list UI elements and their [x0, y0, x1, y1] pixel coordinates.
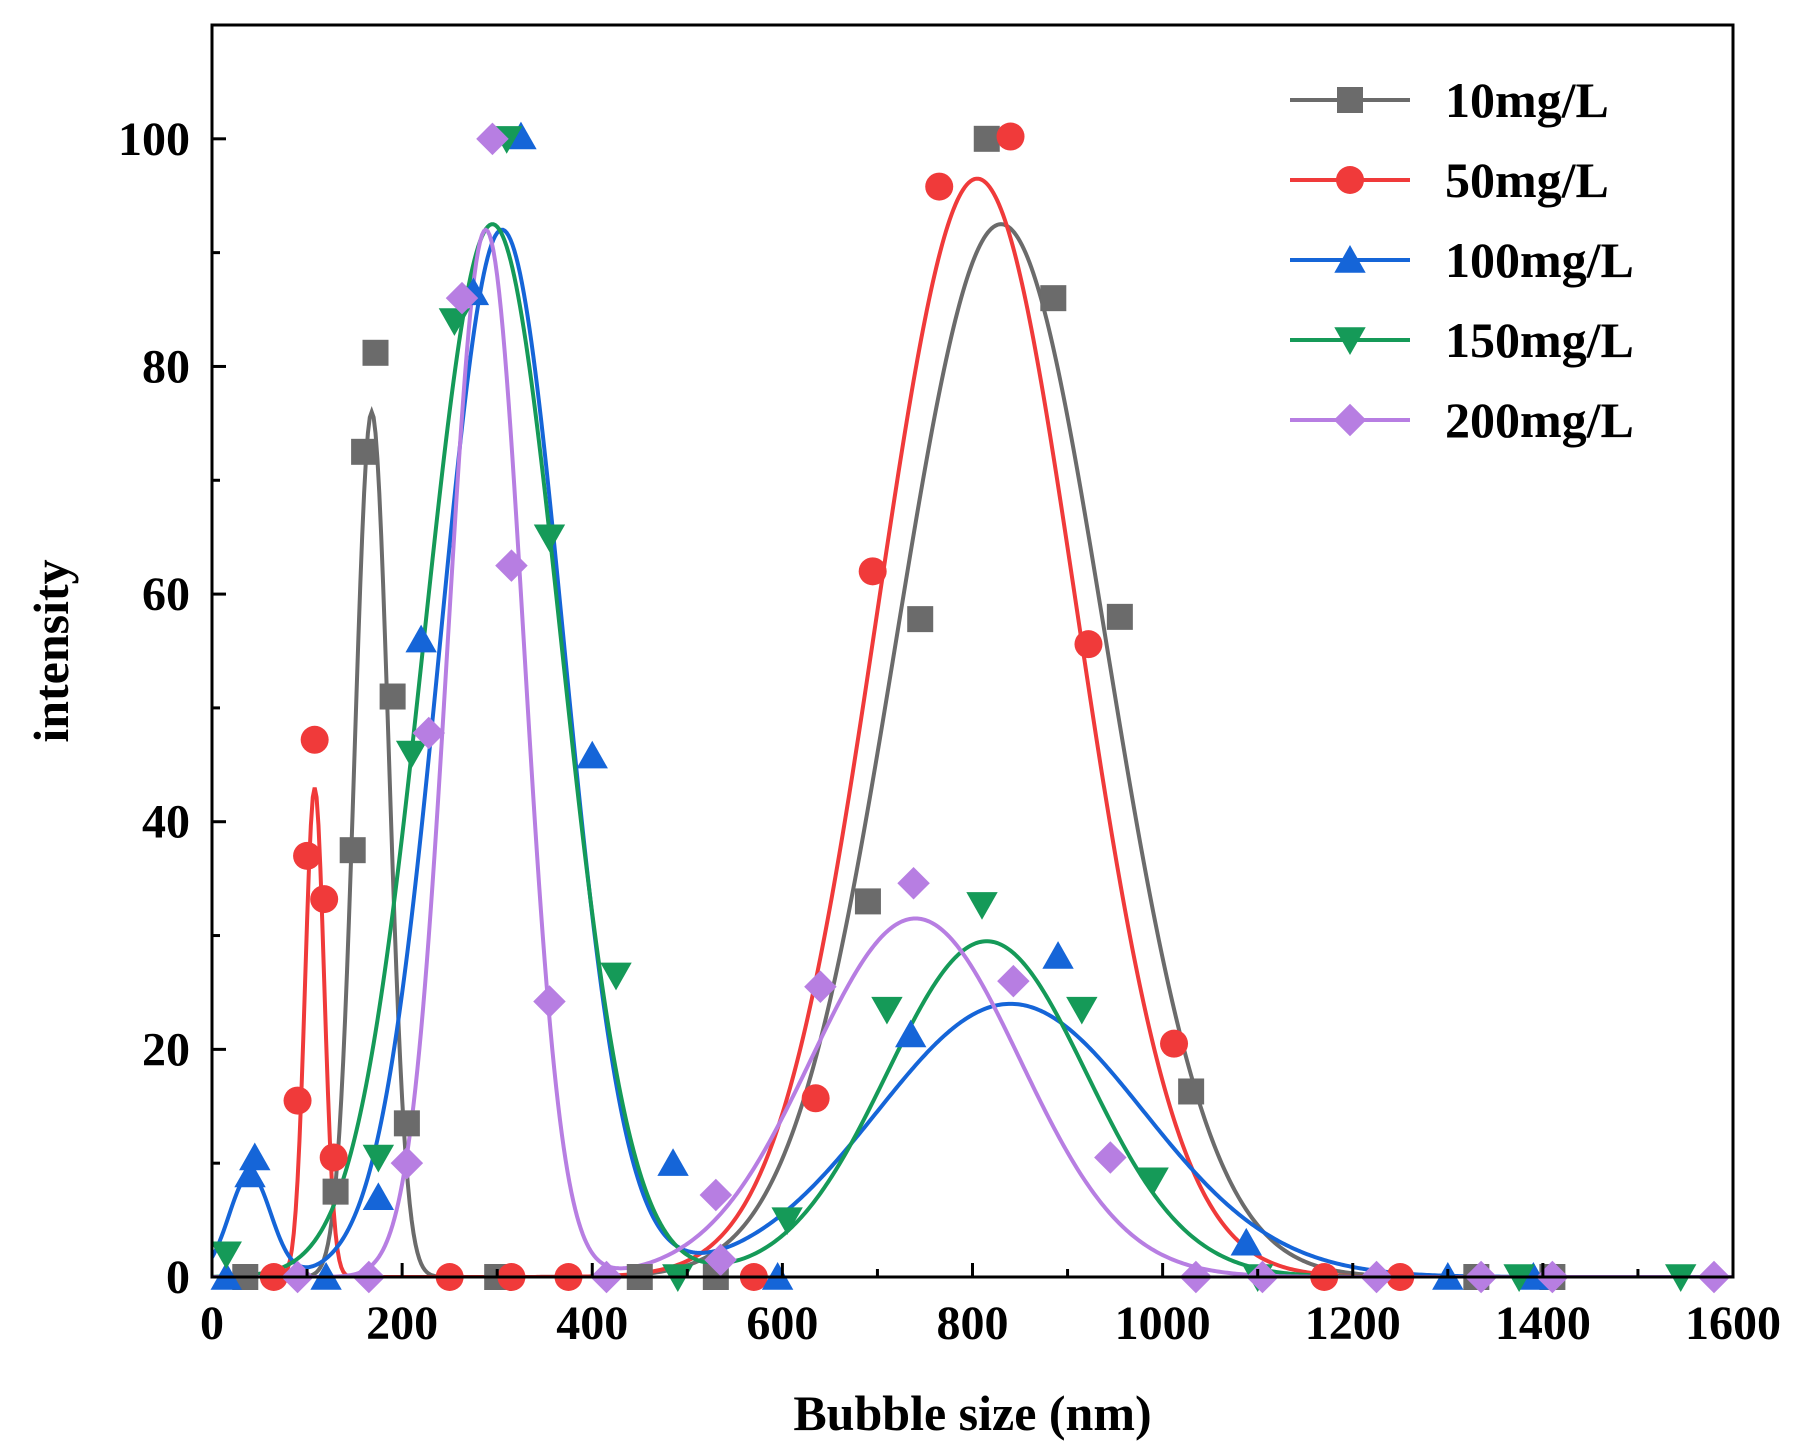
x-axis-title: Bubble size (nm)	[793, 1385, 1151, 1441]
data-point-10mgl-2	[339, 837, 366, 864]
data-point-200mgl-6	[495, 549, 528, 582]
data-point-200mgl-5	[476, 122, 509, 156]
legend-label-100mgl: 100mg/L	[1445, 232, 1634, 288]
y-tick-label-0: 0	[166, 1251, 190, 1304]
y-tick-label-20: 20	[142, 1023, 190, 1076]
data-point-10mgl-13	[1040, 285, 1067, 312]
data-point-100mgl-1	[234, 1159, 266, 1188]
data-point-10mgl-10	[854, 888, 881, 915]
y-tick-label-60: 60	[142, 568, 190, 621]
data-markers	[210, 121, 1731, 1294]
data-point-10mgl-11	[907, 606, 934, 633]
data-point-50mgl-13	[996, 122, 1025, 151]
data-point-50mgl-10	[801, 1084, 830, 1113]
data-point-10mgl-5	[379, 683, 406, 710]
data-point-200mgl-2	[390, 1146, 424, 1180]
data-point-200mgl-10	[704, 1243, 737, 1277]
legend-label-50mgl: 50mg/L	[1445, 152, 1609, 208]
x-tick-label-1000: 1000	[1115, 1297, 1211, 1350]
data-point-10mgl-3	[351, 438, 378, 465]
y-tick-label-100: 100	[118, 113, 190, 166]
y-tick-label-80: 80	[142, 340, 190, 393]
data-point-50mgl-15	[1160, 1029, 1189, 1058]
legend-label-200mgl: 200mg/L	[1445, 392, 1634, 448]
legend-marker-150mgl	[1334, 327, 1366, 355]
data-point-10mgl-6	[393, 1110, 420, 1137]
x-tick-label-1400: 1400	[1495, 1297, 1591, 1350]
data-point-100mgl-5	[405, 624, 437, 653]
data-point-200mgl-3	[412, 716, 445, 750]
legend-marker-200mgl	[1333, 403, 1367, 437]
data-point-200mgl-7	[533, 985, 566, 1018]
data-point-100mgl-11	[895, 1019, 927, 1048]
data-point-200mgl-12	[897, 866, 930, 900]
data-point-100mgl-2	[239, 1142, 271, 1171]
data-point-200mgl-13	[997, 964, 1030, 998]
x-tick-label-600: 600	[746, 1297, 818, 1350]
x-tick-label-800: 800	[937, 1297, 1009, 1350]
legend-marker-50mgl	[1336, 166, 1364, 194]
data-point-100mgl-13	[1230, 1227, 1262, 1256]
data-point-50mgl-14	[1074, 630, 1103, 659]
data-point-150mgl-11	[1066, 996, 1098, 1025]
data-point-10mgl-15	[1178, 1078, 1205, 1105]
data-point-150mgl-5	[533, 524, 566, 553]
data-point-150mgl-9	[871, 996, 903, 1025]
data-point-150mgl-1	[362, 1144, 395, 1173]
x-tick-label-200: 200	[366, 1297, 438, 1350]
data-point-100mgl-12	[1042, 941, 1074, 969]
data-point-150mgl-10	[966, 892, 998, 920]
data-point-150mgl-0	[210, 1241, 242, 1270]
data-point-100mgl-9	[657, 1148, 689, 1176]
data-point-150mgl-3	[438, 308, 471, 336]
data-point-100mgl-8	[576, 740, 608, 769]
legend-marker-100mgl	[1334, 245, 1366, 273]
x-tick-label-1200: 1200	[1305, 1297, 1401, 1350]
y-axis-title: intensity	[23, 559, 79, 742]
data-point-150mgl-2	[395, 740, 428, 769]
data-point-50mgl-2	[293, 841, 322, 870]
legend-label-150mgl: 150mg/L	[1445, 312, 1634, 368]
data-point-50mgl-1	[283, 1086, 312, 1115]
data-point-50mgl-5	[319, 1143, 348, 1172]
legend-label-10mgl: 10mg/L	[1445, 72, 1609, 128]
axes: Bubble size (nm) intensity 0 200 400 600 800…	[23, 23, 1781, 1441]
data-point-200mgl-11	[804, 970, 837, 1004]
plot-area	[210, 121, 1733, 1294]
data-point-200mgl-4	[445, 281, 479, 315]
data-point-50mgl-12	[925, 172, 954, 201]
data-point-50mgl-4	[310, 885, 339, 914]
data-point-50mgl-11	[858, 557, 887, 586]
fit-curve-50mgl	[212, 176, 1733, 1277]
fit-curve-200mgl	[212, 227, 1733, 1277]
data-point-10mgl-4	[362, 339, 389, 366]
data-point-50mgl-3	[300, 725, 329, 754]
data-point-10mgl-1	[322, 1178, 349, 1205]
data-point-200mgl-14	[1094, 1141, 1127, 1174]
legend: 10mg/L 50mg/L 100mg/L 150mg/L 200mg/L	[1290, 72, 1634, 448]
data-point-150mgl-6	[600, 962, 632, 991]
data-point-10mgl-12	[973, 125, 1000, 152]
x-tick-label-400: 400	[556, 1297, 628, 1350]
legend-marker-10mgl	[1337, 87, 1363, 113]
x-tick-label-0: 0	[200, 1297, 224, 1350]
x-tick-label-1600: 1600	[1685, 1297, 1781, 1350]
data-point-200mgl-9	[699, 1178, 733, 1212]
y-tick-label-40: 40	[142, 796, 190, 849]
data-point-10mgl-14	[1106, 603, 1133, 630]
data-point-100mgl-4	[362, 1182, 395, 1211]
data-point-150mgl-8	[771, 1207, 803, 1236]
data-point-150mgl-12	[1137, 1167, 1169, 1196]
